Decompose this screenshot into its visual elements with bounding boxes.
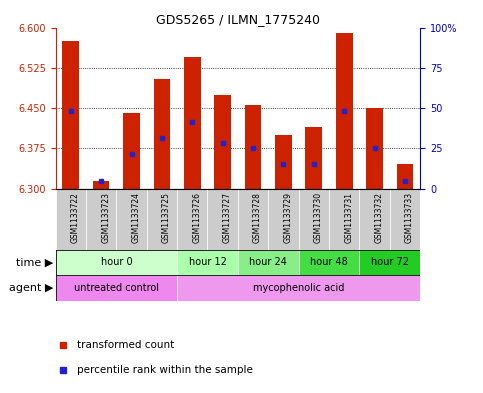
Bar [298,189,329,250]
Bar [56,275,177,301]
Bar [123,114,140,189]
Text: agent ▶: agent ▶ [9,283,53,293]
Text: GSM1133730: GSM1133730 [314,192,323,243]
Text: mycophenolic acid: mycophenolic acid [253,283,344,293]
Text: hour 72: hour 72 [371,257,409,267]
Bar [208,189,238,250]
Text: GSM1133728: GSM1133728 [253,192,262,242]
Text: hour 0: hour 0 [100,257,132,267]
Text: GSM1133724: GSM1133724 [131,192,141,243]
Bar [177,189,208,250]
Text: hour 48: hour 48 [310,257,348,267]
Text: untreated control: untreated control [74,283,159,293]
Text: GSM1133726: GSM1133726 [192,192,201,243]
Bar [268,189,298,250]
Bar [116,189,147,250]
Text: time ▶: time ▶ [16,257,53,267]
Bar [238,189,268,250]
Bar [154,79,170,189]
Title: GDS5265 / ILMN_1775240: GDS5265 / ILMN_1775240 [156,13,320,26]
Bar [275,135,292,189]
Text: percentile rank within the sample: percentile rank within the sample [77,365,253,375]
Text: GSM1133733: GSM1133733 [405,192,414,243]
Text: GSM1133731: GSM1133731 [344,192,353,243]
Text: GSM1133729: GSM1133729 [284,192,293,243]
Bar [147,189,177,250]
Bar [238,250,298,275]
Text: GSM1133722: GSM1133722 [71,192,80,242]
Bar [177,250,238,275]
Bar [56,189,86,250]
Text: GSM1133732: GSM1133732 [375,192,384,243]
Bar [298,250,359,275]
Bar [245,105,261,189]
Bar [390,189,420,250]
Bar [359,189,390,250]
Text: GSM1133727: GSM1133727 [223,192,232,243]
Bar [214,95,231,189]
Bar [329,189,359,250]
Bar [177,275,420,301]
Bar [62,41,79,189]
Text: transformed count: transformed count [77,340,175,350]
Bar [336,33,353,189]
Text: GSM1133725: GSM1133725 [162,192,171,243]
Text: GSM1133723: GSM1133723 [101,192,110,243]
Bar [359,250,420,275]
Bar [56,250,177,275]
Bar [305,127,322,189]
Bar [93,180,110,189]
Bar [184,57,200,189]
Bar [86,189,116,250]
Text: hour 12: hour 12 [188,257,227,267]
Bar [366,108,383,189]
Bar [397,164,413,189]
Text: hour 24: hour 24 [249,257,287,267]
